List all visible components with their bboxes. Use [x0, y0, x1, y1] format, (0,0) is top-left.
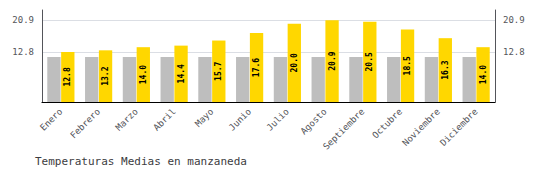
- svg-text:Diciembre: Diciembre: [438, 106, 479, 147]
- svg-text:Enero: Enero: [38, 106, 64, 132]
- svg-text:Noviembre: Noviembre: [400, 106, 441, 147]
- svg-text:Abril: Abril: [151, 106, 177, 132]
- svg-text:20.0: 20.0: [290, 53, 299, 72]
- svg-text:14.0: 14.0: [479, 65, 488, 84]
- svg-text:17.6: 17.6: [252, 58, 261, 77]
- svg-text:12.8: 12.8: [503, 47, 525, 57]
- svg-text:Agosto: Agosto: [299, 106, 329, 136]
- svg-text:20.9: 20.9: [503, 15, 525, 25]
- svg-text:12.8: 12.8: [12, 47, 34, 57]
- svg-text:12.8: 12.8: [63, 67, 72, 86]
- svg-text:Marzo: Marzo: [114, 106, 140, 132]
- svg-text:20.9: 20.9: [328, 51, 337, 70]
- svg-text:Febrero: Febrero: [68, 106, 102, 140]
- svg-text:16.3: 16.3: [441, 60, 450, 79]
- svg-text:14.4: 14.4: [177, 64, 186, 83]
- svg-text:14.0: 14.0: [139, 65, 148, 84]
- svg-text:Temperaturas Medias en manzane: Temperaturas Medias en manzaneda: [35, 155, 247, 168]
- svg-text:15.7: 15.7: [214, 61, 223, 80]
- svg-text:20.5: 20.5: [365, 52, 374, 71]
- svg-text:Mayo: Mayo: [193, 106, 215, 128]
- svg-text:Octubre: Octubre: [370, 106, 404, 140]
- svg-text:13.2: 13.2: [101, 66, 110, 85]
- svg-text:18.5: 18.5: [403, 56, 412, 75]
- svg-text:Julio: Julio: [265, 106, 291, 132]
- svg-text:20.9: 20.9: [12, 15, 34, 25]
- svg-text:Septiembre: Septiembre: [321, 106, 366, 151]
- svg-text:Junio: Junio: [227, 106, 253, 132]
